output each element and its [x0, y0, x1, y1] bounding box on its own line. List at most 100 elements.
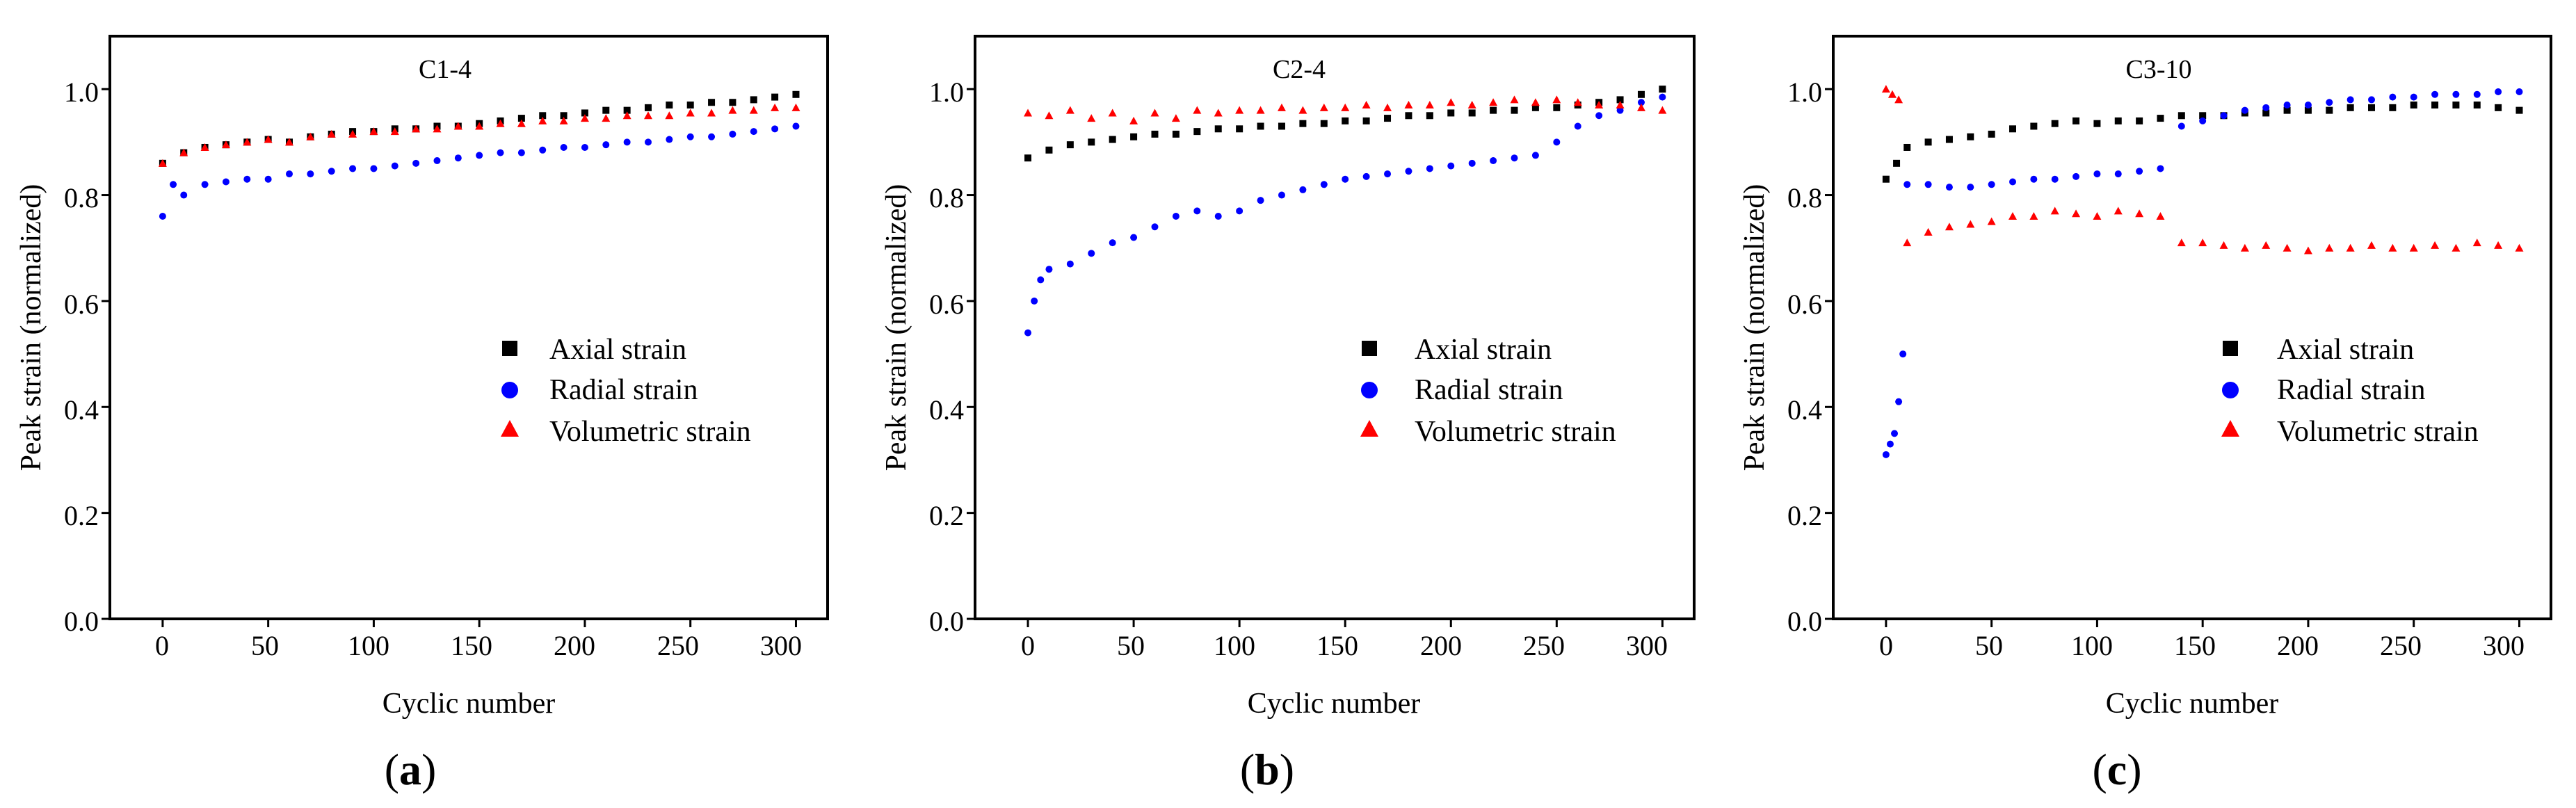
data-point-volumetric [1425, 101, 1434, 109]
y-tick-label: 0.4 [929, 394, 964, 426]
data-point-radial [2452, 90, 2460, 98]
data-point-axial [2009, 125, 2016, 133]
legend-label-axial: Axial strain [1415, 334, 1552, 366]
data-point-radial [2495, 88, 2502, 95]
data-point-axial [1362, 117, 1370, 124]
data-point-axial [1278, 122, 1285, 130]
data-point-radial [708, 133, 716, 140]
data-point-axial [1659, 86, 1666, 93]
data-point-radial [2431, 90, 2439, 98]
chart-title-c: C3-10 [2126, 55, 2192, 84]
data-point-volumetric [1319, 103, 1328, 111]
data-point-radial [1637, 99, 1645, 106]
data-point-radial [666, 136, 673, 143]
data-point-volumetric [1573, 98, 1582, 106]
data-point-volumetric [2093, 212, 2102, 220]
data-point-radial [2157, 165, 2164, 172]
data-point-volumetric [2388, 243, 2397, 252]
data-point-radial [623, 138, 631, 146]
data-point-volumetric [1235, 106, 1244, 114]
legend-marker-radial [501, 382, 518, 398]
x-tick-labels-b: 0 50 100 150 200 250 300 [1021, 630, 1668, 661]
plot-frame-a [108, 35, 829, 620]
data-point-axial [2473, 102, 2481, 109]
data-point-radial [2515, 88, 2523, 95]
data-point-radial [1066, 260, 1074, 268]
data-point-volumetric [243, 138, 252, 146]
data-point-axial [1531, 104, 1539, 111]
y-tick-label: 0.6 [1787, 289, 1822, 320]
data-point-radial [201, 181, 209, 188]
x-axis-title-a: Cyclic number [383, 688, 555, 720]
chart-title-b: C2-4 [1273, 55, 1326, 84]
data-point-axial [602, 106, 610, 114]
x-tick-label: 50 [1975, 630, 2003, 661]
data-point-axial [1616, 96, 1624, 104]
y-tick-label: 0.2 [64, 500, 99, 531]
y-tick-label: 0.4 [64, 394, 99, 426]
series-marks-b [1024, 86, 1667, 337]
data-point-radial [2177, 122, 2185, 130]
data-point-volumetric [1087, 114, 1096, 122]
data-point-axial [1967, 133, 1974, 140]
data-point-axial [1426, 112, 1433, 120]
data-point-volumetric [1945, 223, 1954, 231]
data-point-radial [1967, 184, 1974, 191]
data-point-radial [2304, 102, 2312, 109]
y-tick-labels-a: 0.0 0.2 0.4 0.6 0.8 1.0 [64, 76, 99, 637]
data-point-volumetric [1966, 220, 1975, 228]
data-point-radial [729, 130, 736, 138]
data-point-radial [1257, 197, 1264, 204]
data-point-radial [1988, 181, 1995, 188]
data-point-volumetric [1214, 108, 1223, 117]
data-point-radial [2283, 102, 2291, 109]
data-point-radial [243, 175, 251, 183]
data-point-volumetric [602, 114, 611, 122]
data-point-radial [2051, 175, 2059, 183]
data-point-volumetric [1150, 108, 1159, 117]
data-point-volumetric [2177, 239, 2186, 247]
data-point-radial [497, 149, 504, 156]
data-point-radial [1384, 170, 1392, 178]
data-point-axial [1236, 125, 1243, 133]
data-point-radial [2093, 170, 2101, 178]
data-point-radial [602, 141, 610, 149]
data-point-radial [1595, 112, 1603, 120]
legend-marker-volumetric [2221, 420, 2239, 437]
data-point-volumetric [2262, 241, 2271, 249]
data-point-radial [1214, 213, 1222, 220]
data-point-volumetric [559, 116, 568, 124]
data-point-volumetric [1065, 106, 1074, 114]
legend-marker-radial [2222, 382, 2239, 398]
data-point-axial [1066, 141, 1074, 149]
data-point-volumetric [1531, 98, 1540, 106]
data-point-axial [708, 99, 716, 106]
data-point-radial [1320, 181, 1328, 188]
data-point-axial [1553, 104, 1561, 111]
y-tick-label: 0.8 [64, 182, 99, 213]
data-point-radial [517, 149, 525, 156]
data-point-axial [2304, 106, 2312, 114]
data-point-radial [771, 125, 779, 133]
data-point-axial [2051, 120, 2059, 127]
y-tick-label: 0.0 [929, 606, 964, 637]
data-point-volumetric [2072, 209, 2081, 218]
data-point-axial [2093, 120, 2101, 127]
legend-marker-axial [1362, 341, 1377, 356]
data-point-axial [2326, 106, 2333, 114]
data-point-volumetric [2240, 243, 2249, 252]
data-point-radial [2368, 96, 2375, 104]
x-tick-label: 150 [1317, 630, 1358, 661]
data-point-radial [686, 133, 694, 140]
data-point-axial [2495, 104, 2502, 111]
data-point-volumetric [2009, 212, 2017, 220]
data-point-radial [1490, 157, 1497, 165]
data-point-radial [1891, 430, 1899, 437]
data-point-radial [1037, 276, 1045, 284]
data-point-axial [517, 115, 525, 122]
data-point-axial [1903, 143, 1911, 151]
data-point-volumetric [1658, 106, 1667, 114]
data-point-volumetric [1362, 101, 1371, 109]
data-point-volumetric [1193, 106, 1202, 114]
